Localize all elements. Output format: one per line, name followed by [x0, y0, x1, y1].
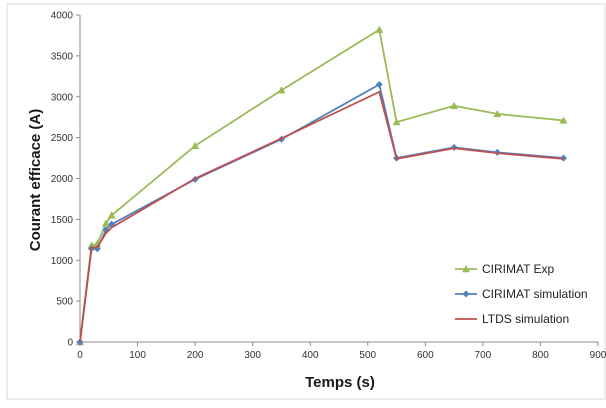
x-tick-label: 100: [129, 350, 146, 361]
series-layer: [76, 25, 568, 346]
data-point-cirimat-exp: [107, 211, 116, 219]
x-tick-label: 800: [532, 350, 549, 361]
legend-marker: [462, 290, 470, 298]
data-point-cirimat-exp: [392, 118, 401, 126]
legend-item-cirimat-exp: CIRIMAT Exp: [455, 262, 555, 276]
y-tick-label: 2000: [51, 174, 74, 185]
legend-item-cirimat-simulation: CIRIMAT simulation: [455, 287, 588, 301]
legend: CIRIMAT Exp CIRIMAT simulation LTDS simula…: [455, 262, 588, 326]
data-point-cirimat-exp: [450, 101, 459, 109]
legend-label: CIRIMAT Exp: [482, 262, 555, 276]
x-axis-title: Temps (s): [305, 374, 375, 391]
y-tick-label: 1500: [51, 215, 74, 226]
data-point-cirimat-exp: [191, 141, 200, 149]
x-tick-label: 900: [590, 350, 606, 361]
data-point-cirimat-exp: [277, 86, 286, 94]
series-ltds-simulation: [79, 90, 564, 343]
y-tick-label: 4000: [51, 11, 74, 22]
x-tick-label: 300: [244, 350, 261, 361]
data-point-cirimat-exp: [493, 109, 502, 118]
legend-marker: [462, 265, 470, 273]
y-tick-label: 1000: [51, 256, 74, 267]
chart-frame: [6, 3, 606, 400]
legend-label: CIRIMAT simulation: [482, 287, 588, 301]
x-tick-label: 500: [359, 350, 376, 361]
y-tick-label: 0: [67, 338, 73, 349]
y-tick-label: 3500: [51, 51, 74, 62]
legend-label: LTDS simulation: [482, 312, 569, 326]
legend-item-ltds-simulation: LTDS simulation: [455, 312, 569, 326]
series-line-ltds-simulation: [79, 90, 564, 343]
data-point-cirimat-exp: [101, 219, 110, 227]
data-point-cirimat-simulation: [375, 80, 383, 88]
y-tick-label: 500: [56, 297, 73, 308]
x-tick-label: 0: [77, 350, 83, 361]
y-tick-label: 3000: [51, 92, 74, 103]
x-tick-label: 700: [475, 350, 492, 361]
x-tick-label: 200: [187, 350, 204, 361]
y-axis-title: Courant efficace (A): [27, 109, 44, 252]
x-tick-label: 400: [302, 350, 319, 361]
data-point-cirimat-exp: [559, 116, 568, 124]
tick-labels: 0 500 1000 1500 2000 2500 3000 3500 4000 0 100 200 3…: [51, 11, 606, 362]
data-point-cirimat-exp: [375, 25, 384, 33]
y-tick-label: 2500: [51, 133, 74, 144]
x-tick-label: 600: [417, 350, 434, 361]
